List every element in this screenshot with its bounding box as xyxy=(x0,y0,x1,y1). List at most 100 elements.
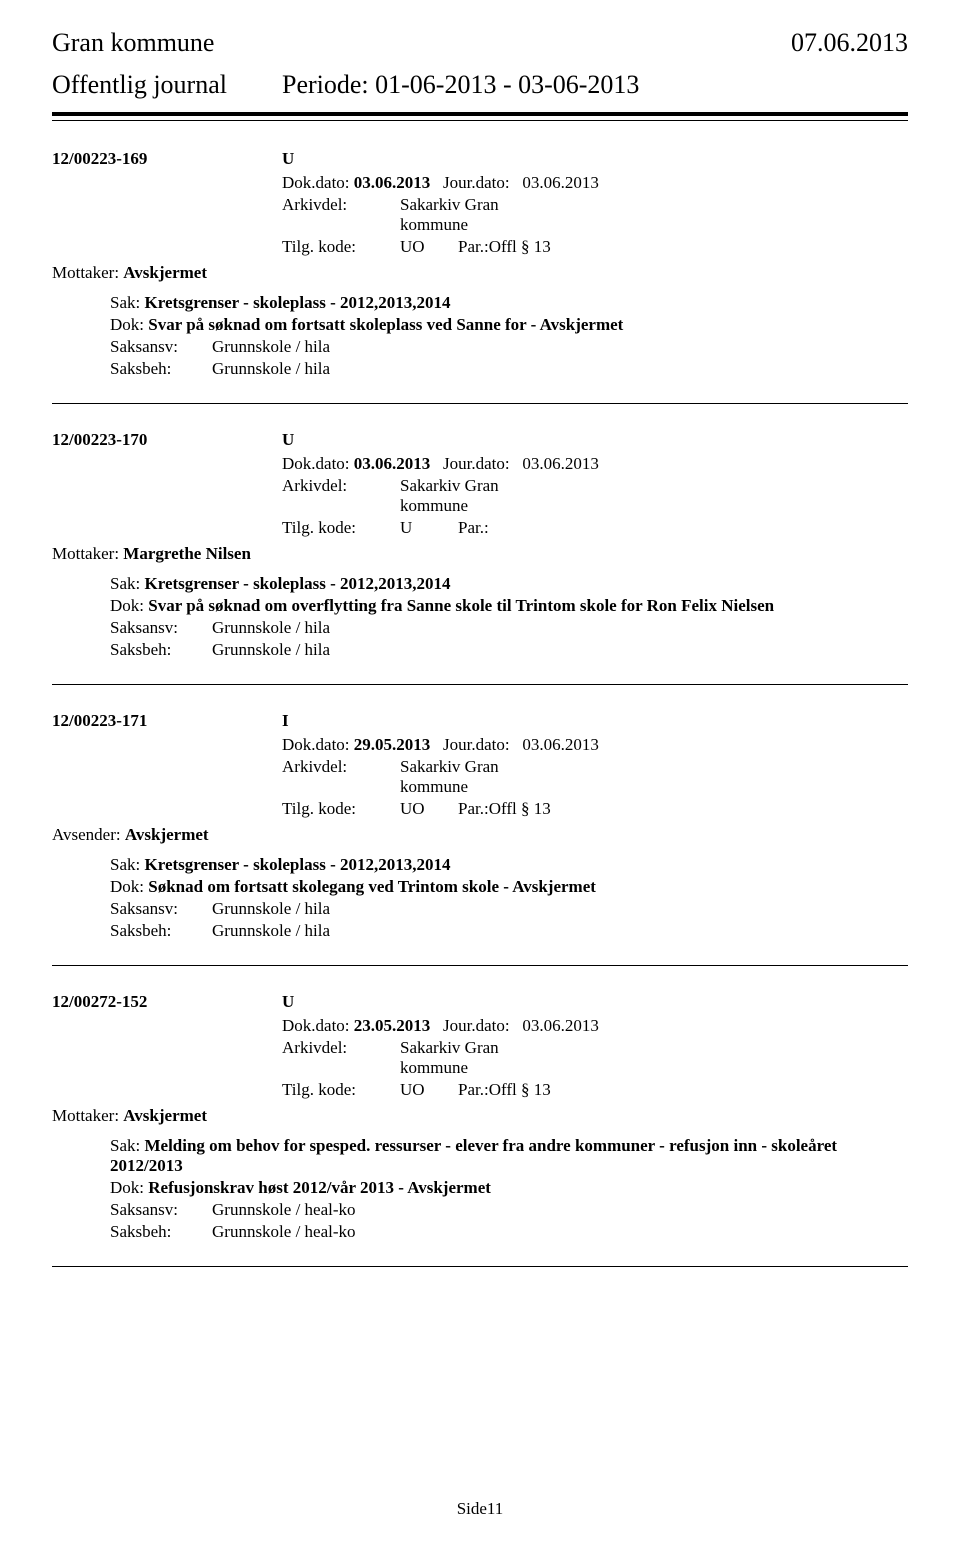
tilgkode-label: Tilg. kode: xyxy=(282,799,400,819)
saksbeh-label: Saksbeh: xyxy=(110,359,212,379)
saksansv-value: Grunnskole / heal-ko xyxy=(212,1200,356,1220)
dokdato-value: 29.05.2013 xyxy=(354,735,431,754)
dokdato-value: 03.06.2013 xyxy=(354,454,431,473)
saksansv-label: Saksansv: xyxy=(110,899,212,919)
case-id: 12/00272-152 xyxy=(52,992,282,1012)
saksbeh-label: Saksbeh: xyxy=(110,1222,212,1242)
saksansv-label: Saksansv: xyxy=(110,337,212,357)
dok-value: Refusjonskrav høst 2012/vår 2013 - Avskj… xyxy=(148,1178,491,1197)
arkivdel-label: Arkivdel: xyxy=(282,757,400,797)
jourdato-value: 03.06.2013 xyxy=(522,454,599,473)
entry-type: U xyxy=(282,992,294,1012)
party-label: Mottaker: xyxy=(52,1106,123,1125)
dokdato-label: Dok.dato: xyxy=(282,735,354,754)
dokdato-value: 23.05.2013 xyxy=(354,1016,431,1035)
period-text: Periode: 01-06-2013 - 03-06-2013 xyxy=(282,70,639,100)
jourdato-label: Jour.dato: xyxy=(430,1016,522,1035)
entry-divider xyxy=(52,965,908,966)
party-label: Mottaker: xyxy=(52,263,123,282)
sak-label: Sak: xyxy=(110,293,144,312)
journal-entry: 12/00223-169U Dok.dato: 03.06.2013 Jour.d… xyxy=(52,149,908,404)
dok-label: Dok: xyxy=(110,596,148,615)
par-label: Par.: xyxy=(458,1080,489,1100)
jourdato-value: 03.06.2013 xyxy=(522,173,599,192)
jourdato-value: 03.06.2013 xyxy=(522,1016,599,1035)
saksbeh-value: Grunnskole / hila xyxy=(212,640,330,660)
page-number: Side11 xyxy=(0,1499,960,1519)
saksansv-value: Grunnskole / hila xyxy=(212,899,330,919)
saksansv-label: Saksansv: xyxy=(110,618,212,638)
saksbeh-label: Saksbeh: xyxy=(110,640,212,660)
par-value: Offl § 13 xyxy=(489,237,551,257)
entries-container: 12/00223-169UDok.dato: 03.06.2013 Jour.d… xyxy=(52,149,908,1267)
dok-label: Dok: xyxy=(110,315,148,334)
tilgkode-value: U xyxy=(400,518,458,538)
arkivdel-value: Sakarkiv Gran kommune xyxy=(400,195,560,235)
header-date: 07.06.2013 xyxy=(791,28,908,58)
party-value: Margrethe Nilsen xyxy=(123,544,251,563)
party-value: Avskjermet xyxy=(123,263,207,282)
arkivdel-label: Arkivdel: xyxy=(282,195,400,235)
party-label: Mottaker: xyxy=(52,544,123,563)
jourdato-value: 03.06.2013 xyxy=(522,735,599,754)
dokdato-label: Dok.dato: xyxy=(282,1016,354,1035)
entry-divider xyxy=(52,403,908,404)
par-label: Par.: xyxy=(458,518,489,538)
dok-value: Søknad om fortsatt skolegang ved Trintom… xyxy=(148,877,596,896)
sak-label: Sak: xyxy=(110,855,144,874)
par-label: Par.: xyxy=(458,237,489,257)
dokdato-label: Dok.dato: xyxy=(282,173,354,192)
dok-value: Svar på søknad om fortsatt skoleplass ve… xyxy=(148,315,623,334)
entry-type: U xyxy=(282,430,294,450)
journal-entry: 12/00223-171IDok.dato: 29.05.2013 Jour.d… xyxy=(52,711,908,966)
saksbeh-value: Grunnskole / heal-ko xyxy=(212,1222,356,1242)
saksansv-value: Grunnskole / hila xyxy=(212,618,330,638)
jourdato-label: Jour.dato: xyxy=(430,173,522,192)
arkivdel-label: Arkivdel: xyxy=(282,1038,400,1078)
tilgkode-value: UO xyxy=(400,1080,458,1100)
saksansv-label: Saksansv: xyxy=(110,1200,212,1220)
jourdato-label: Jour.dato: xyxy=(430,735,522,754)
tilgkode-label: Tilg. kode: xyxy=(282,518,400,538)
sak-label: Sak: xyxy=(110,574,144,593)
tilgkode-label: Tilg. kode: xyxy=(282,1080,400,1100)
arkivdel-label: Arkivdel: xyxy=(282,476,400,516)
tilgkode-value: UO xyxy=(400,237,458,257)
saksansv-value: Grunnskole / hila xyxy=(212,337,330,357)
arkivdel-value: Sakarkiv Gran kommune xyxy=(400,1038,560,1078)
party-value: Avskjermet xyxy=(123,1106,207,1125)
arkivdel-value: Sakarkiv Gran kommune xyxy=(400,476,560,516)
dok-label: Dok: xyxy=(110,1178,148,1197)
case-id: 12/00223-170 xyxy=(52,430,282,450)
sak-value: Kretsgrenser - skoleplass - 2012,2013,20… xyxy=(144,855,450,874)
par-label: Par.: xyxy=(458,799,489,819)
journal-entry: 12/00223-170UDok.dato: 03.06.2013 Jour.d… xyxy=(52,430,908,685)
header-row: Gran kommune 07.06.2013 xyxy=(52,28,908,58)
party-value: Avskjermet xyxy=(125,825,209,844)
entry-divider xyxy=(52,684,908,685)
header-row-2: Offentlig journal Periode: 01-06-2013 - … xyxy=(52,70,908,100)
par-value: Offl § 13 xyxy=(489,1080,551,1100)
case-id: 12/00223-169 xyxy=(52,149,282,169)
journal-label: Offentlig journal xyxy=(52,70,282,100)
arkivdel-value: Sakarkiv Gran kommune xyxy=(400,757,560,797)
sak-value: Kretsgrenser - skoleplass - 2012,2013,20… xyxy=(144,574,450,593)
sak-value: Kretsgrenser - skoleplass - 2012,2013,20… xyxy=(144,293,450,312)
party-label: Avsender: xyxy=(52,825,125,844)
journal-entry: 12/00272-152U Dok.dato: 23.05.2013 Jour.d… xyxy=(52,992,908,1267)
dokdato-label: Dok.dato: xyxy=(282,454,354,473)
entry-divider xyxy=(52,1266,908,1267)
dok-label: Dok: xyxy=(110,877,148,896)
sak-value: Melding om behov for spesped. ressurser … xyxy=(110,1136,837,1175)
entry-type: I xyxy=(282,711,289,731)
tilgkode-label: Tilg. kode: xyxy=(282,237,400,257)
sak-label: Sak: xyxy=(110,1136,144,1155)
par-value: Offl § 13 xyxy=(489,799,551,819)
tilgkode-value: UO xyxy=(400,799,458,819)
saksbeh-value: Grunnskole / hila xyxy=(212,359,330,379)
org-title: Gran kommune xyxy=(52,28,214,58)
dok-value: Svar på søknad om overflytting fra Sanne… xyxy=(148,596,774,615)
entry-type: U xyxy=(282,149,294,169)
jourdato-label: Jour.dato: xyxy=(430,454,522,473)
saksbeh-label: Saksbeh: xyxy=(110,921,212,941)
